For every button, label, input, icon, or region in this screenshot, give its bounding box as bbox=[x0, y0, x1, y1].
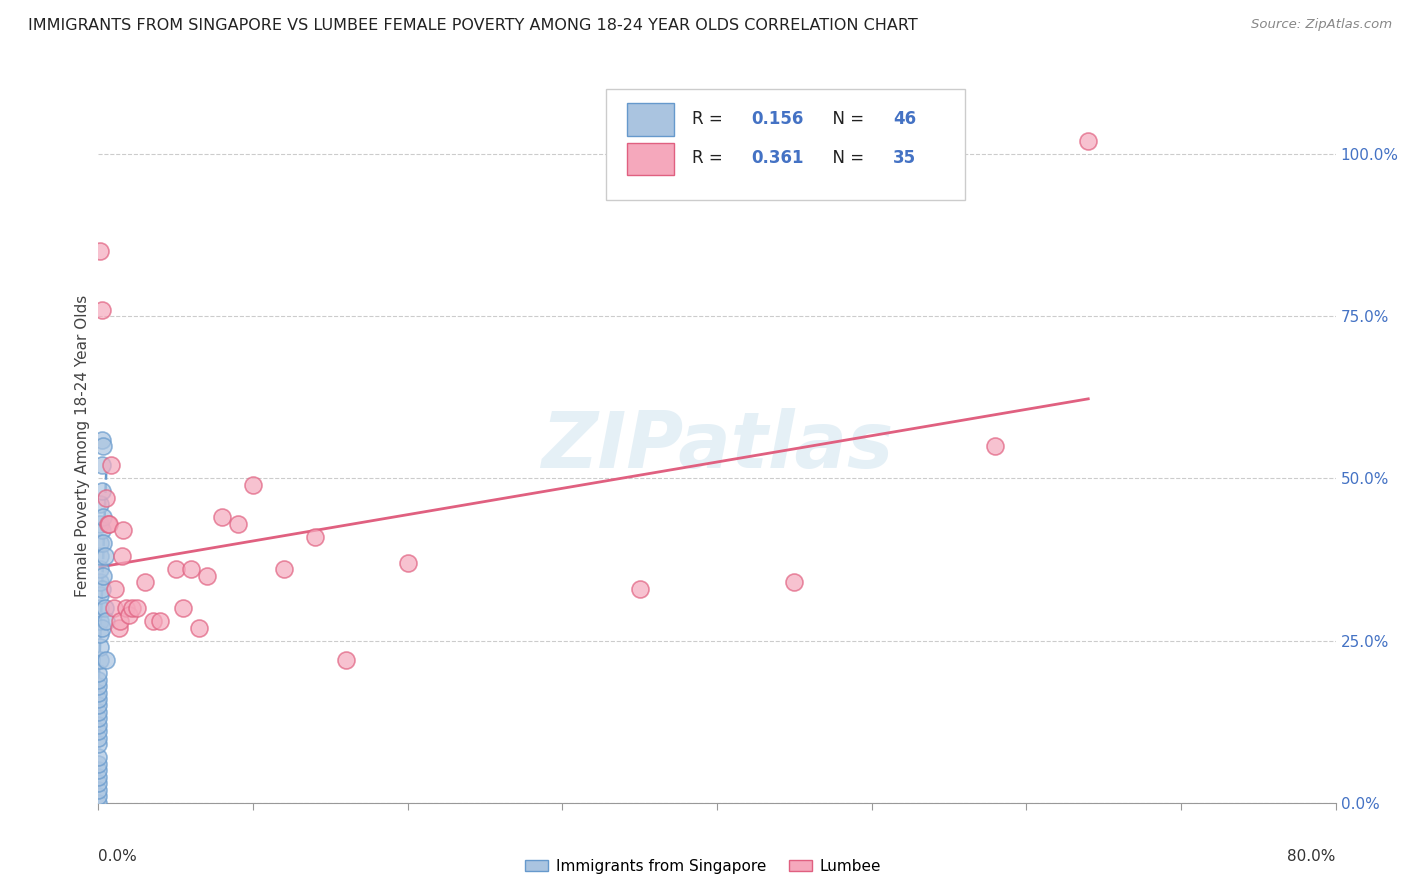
Point bbox=[121, 601, 143, 615]
Point bbox=[87, 770, 110, 784]
Point bbox=[87, 673, 110, 687]
Text: 46: 46 bbox=[893, 111, 915, 128]
Point bbox=[91, 536, 114, 550]
Point bbox=[87, 705, 110, 719]
Point bbox=[396, 556, 419, 570]
Point bbox=[87, 724, 110, 739]
Point bbox=[89, 588, 111, 602]
Point bbox=[87, 666, 110, 681]
Point bbox=[89, 640, 111, 654]
Point bbox=[89, 244, 111, 259]
Point bbox=[180, 562, 202, 576]
Point bbox=[96, 491, 118, 505]
Point bbox=[91, 439, 114, 453]
Text: R =: R = bbox=[692, 111, 728, 128]
Point bbox=[118, 607, 141, 622]
Y-axis label: Female Poverty Among 18-24 Year Olds: Female Poverty Among 18-24 Year Olds bbox=[75, 295, 90, 597]
Point bbox=[90, 484, 112, 499]
Point bbox=[87, 750, 110, 764]
Point bbox=[108, 614, 131, 628]
Point bbox=[304, 530, 326, 544]
Point bbox=[142, 614, 165, 628]
Point bbox=[93, 601, 115, 615]
Point bbox=[87, 782, 110, 797]
Point bbox=[91, 568, 114, 582]
Point bbox=[93, 549, 115, 564]
Point bbox=[89, 575, 111, 590]
Point bbox=[90, 302, 112, 317]
Text: 0.0%: 0.0% bbox=[98, 849, 138, 864]
Point bbox=[90, 458, 112, 473]
Point bbox=[112, 524, 135, 538]
Point bbox=[90, 433, 112, 447]
Point bbox=[87, 764, 110, 778]
Point bbox=[188, 621, 211, 635]
Point bbox=[89, 562, 111, 576]
Point bbox=[90, 524, 112, 538]
Point bbox=[87, 718, 110, 732]
Text: N =: N = bbox=[823, 111, 869, 128]
Text: 35: 35 bbox=[893, 150, 915, 168]
Point bbox=[87, 698, 110, 713]
Point bbox=[1077, 134, 1099, 148]
Point bbox=[134, 575, 156, 590]
Text: Source: ZipAtlas.com: Source: ZipAtlas.com bbox=[1251, 18, 1392, 31]
Point bbox=[87, 776, 110, 790]
Point bbox=[90, 621, 112, 635]
Point bbox=[104, 582, 127, 596]
Point bbox=[100, 458, 122, 473]
Text: 0.361: 0.361 bbox=[752, 150, 804, 168]
FancyBboxPatch shape bbox=[606, 89, 965, 200]
Point bbox=[87, 738, 110, 752]
Point bbox=[98, 516, 121, 531]
Point bbox=[87, 731, 110, 745]
Point bbox=[984, 439, 1007, 453]
Point bbox=[89, 627, 111, 641]
Point bbox=[96, 614, 118, 628]
Point bbox=[87, 711, 110, 725]
Point bbox=[87, 692, 110, 706]
Text: 80.0%: 80.0% bbox=[1288, 849, 1336, 864]
Point bbox=[107, 621, 129, 635]
FancyBboxPatch shape bbox=[627, 103, 673, 136]
Point bbox=[628, 582, 651, 596]
Point bbox=[87, 685, 110, 699]
Point bbox=[115, 601, 138, 615]
FancyBboxPatch shape bbox=[627, 143, 673, 175]
Text: ZIPatlas: ZIPatlas bbox=[541, 408, 893, 484]
Point bbox=[111, 549, 134, 564]
Point bbox=[90, 582, 112, 596]
Legend: Immigrants from Singapore, Lumbee: Immigrants from Singapore, Lumbee bbox=[519, 853, 887, 880]
Point bbox=[89, 516, 111, 531]
Point bbox=[242, 478, 264, 492]
Point bbox=[89, 497, 111, 511]
Point bbox=[165, 562, 187, 576]
Point bbox=[195, 568, 218, 582]
Point bbox=[89, 536, 111, 550]
Point bbox=[173, 601, 195, 615]
Text: 0.156: 0.156 bbox=[752, 111, 804, 128]
Point bbox=[103, 601, 125, 615]
Point bbox=[335, 653, 357, 667]
Point bbox=[96, 653, 118, 667]
Text: IMMIGRANTS FROM SINGAPORE VS LUMBEE FEMALE POVERTY AMONG 18-24 YEAR OLDS CORRELA: IMMIGRANTS FROM SINGAPORE VS LUMBEE FEMA… bbox=[28, 18, 918, 33]
Point bbox=[87, 756, 110, 771]
Point bbox=[783, 575, 806, 590]
Point bbox=[87, 789, 110, 804]
Text: R =: R = bbox=[692, 150, 728, 168]
Point bbox=[226, 516, 249, 531]
Point bbox=[87, 679, 110, 693]
Text: N =: N = bbox=[823, 150, 869, 168]
Point bbox=[127, 601, 149, 615]
Point bbox=[89, 601, 111, 615]
Point bbox=[211, 510, 233, 524]
Point bbox=[97, 516, 120, 531]
Point bbox=[89, 653, 111, 667]
Point bbox=[89, 614, 111, 628]
Point bbox=[91, 510, 114, 524]
Point bbox=[149, 614, 172, 628]
Point bbox=[273, 562, 295, 576]
Point bbox=[89, 549, 111, 564]
Point bbox=[87, 796, 110, 810]
